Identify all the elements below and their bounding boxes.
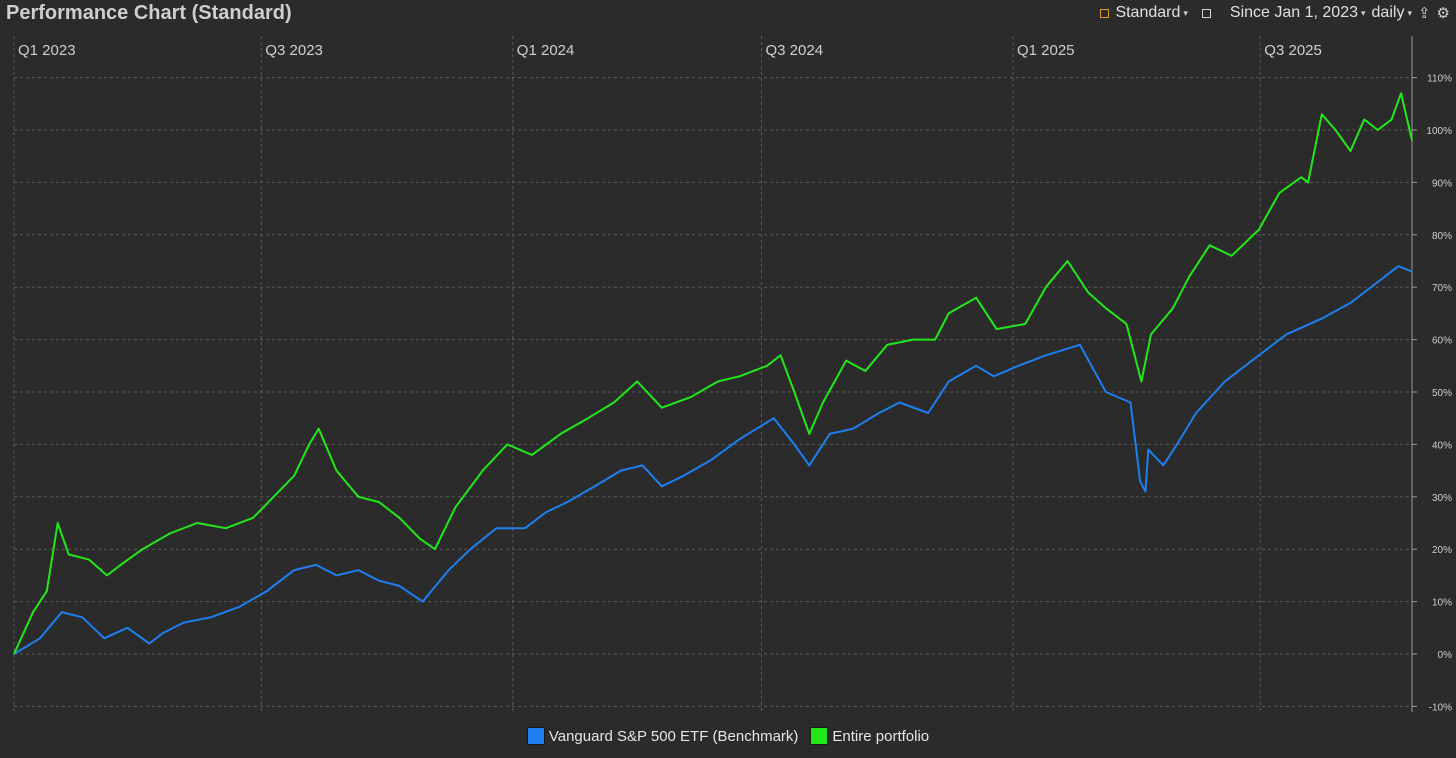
- view-selector[interactable]: Standard ▾: [1100, 4, 1188, 22]
- y-tick-label: 0%: [1438, 650, 1453, 661]
- y-tick-label: 70%: [1432, 283, 1452, 294]
- interval-label: daily: [1371, 4, 1405, 21]
- legend-swatch-benchmark: [526, 727, 545, 745]
- x-tick-label: Q3 2024: [766, 42, 824, 59]
- interval-selector[interactable]: daily ▾: [1372, 4, 1412, 22]
- x-tick-label: Q3 2025: [1264, 42, 1322, 59]
- y-tick-label: 100%: [1426, 126, 1452, 137]
- page-title: Performance Chart (Standard): [6, 2, 292, 24]
- gear-icon[interactable]: ⚙: [1436, 5, 1450, 22]
- y-tick-label: 80%: [1432, 231, 1452, 242]
- y-tick-label: 30%: [1432, 493, 1452, 504]
- benchmark-line: [13, 265, 1413, 655]
- chart-toolbar: Standard ▾ Since Jan 1, 2023 ▾ daily ▾ ⇪…: [1100, 4, 1450, 22]
- portfolio-line: [13, 92, 1413, 655]
- x-tick-label: Q3 2023: [265, 42, 323, 59]
- x-tick-label: Q1 2023: [18, 42, 76, 59]
- legend-item-benchmark[interactable]: Vanguard S&P 500 ETF (Benchmark): [526, 727, 799, 745]
- view-caret-icon: ▾: [1183, 7, 1188, 18]
- view-square-icon: [1100, 8, 1110, 18]
- y-tick-label: 110%: [1427, 74, 1452, 85]
- y-tick-label: 10%: [1432, 598, 1452, 609]
- range-caret-icon: ▾: [1361, 7, 1366, 18]
- chart-legend: Vanguard S&P 500 ETF (Benchmark) Entire …: [0, 727, 1456, 745]
- x-tick-label: Q1 2024: [517, 42, 575, 59]
- calendar-icon: [1201, 8, 1211, 18]
- range-selector[interactable]: Since Jan 1, 2023 ▾: [1194, 4, 1366, 22]
- export-icon[interactable]: ⇪: [1417, 5, 1431, 22]
- y-tick-label: 40%: [1432, 440, 1452, 451]
- legend-label-portfolio: Entire portfolio: [832, 727, 930, 745]
- legend-label-benchmark: Vanguard S&P 500 ETF (Benchmark): [548, 727, 799, 745]
- legend-swatch-portfolio: [810, 727, 829, 745]
- legend-item-portfolio[interactable]: Entire portfolio: [810, 727, 929, 745]
- interval-caret-icon: ▾: [1407, 7, 1412, 18]
- y-tick-label: 20%: [1432, 545, 1452, 556]
- view-label: Standard: [1115, 4, 1181, 21]
- y-tick-label: -10%: [1429, 702, 1452, 713]
- y-tick-label: 60%: [1432, 336, 1452, 347]
- performance-chart: 110% 100% 90% 80% 70% 60% 50% 40% 30% 20% 10% 0% -10…: [13, 36, 1453, 713]
- range-label: Since Jan 1, 2023: [1229, 4, 1358, 21]
- x-tick-label: Q1 2025: [1017, 42, 1075, 59]
- y-tick-label: 90%: [1432, 178, 1452, 189]
- y-tick-label: 50%: [1432, 388, 1452, 399]
